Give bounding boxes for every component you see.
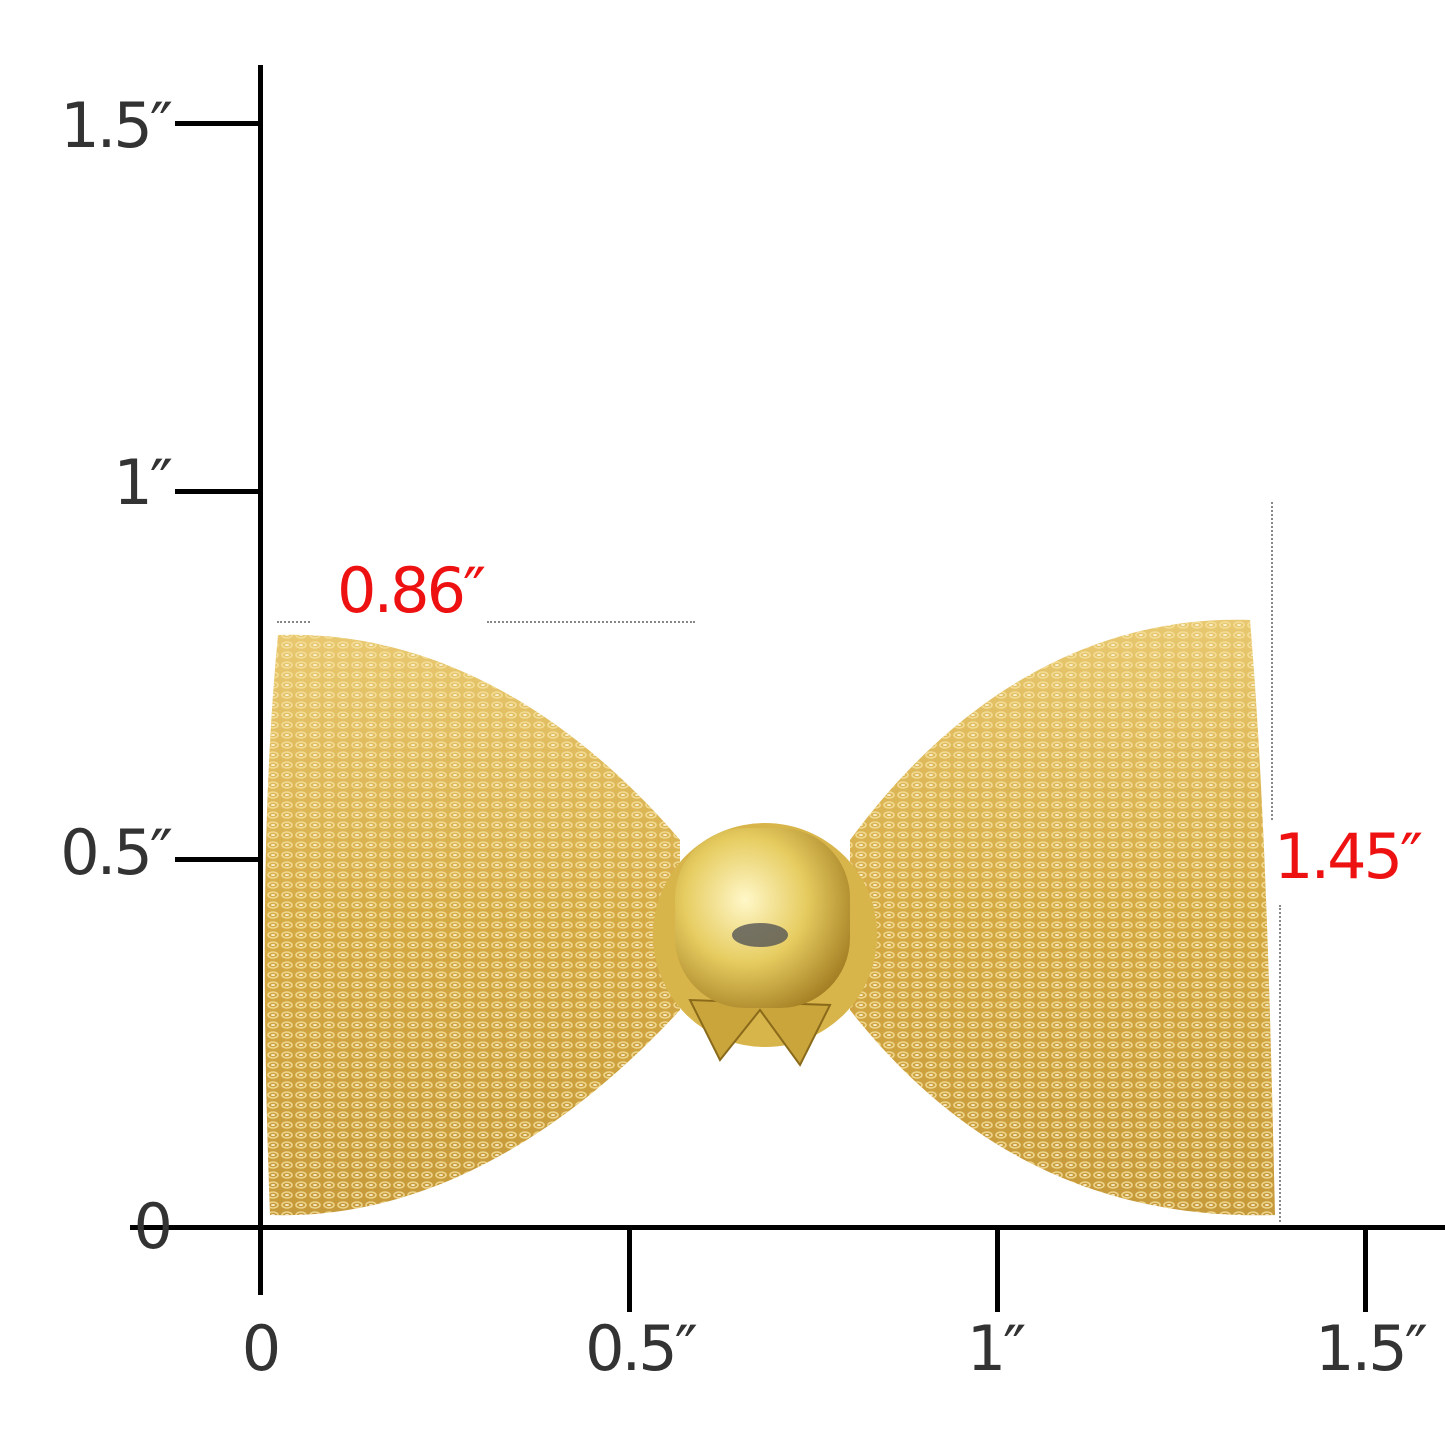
- height-guide-line: [277, 621, 310, 623]
- x-tick: [995, 1227, 1000, 1312]
- height-dimension-label: 0.86″: [337, 554, 486, 627]
- x-tick-label: 1″: [966, 1312, 1027, 1385]
- x-tick: [627, 1227, 632, 1312]
- right-wing: [850, 619, 1275, 1216]
- y-tick: [175, 121, 260, 126]
- y-tick-label: 0: [133, 1190, 173, 1263]
- x-tick-label: 0: [241, 1312, 281, 1385]
- width-guide-line: [1271, 502, 1273, 820]
- y-tick: [175, 857, 260, 862]
- x-tick-label: 1.5″: [1315, 1312, 1428, 1385]
- y-axis: [258, 65, 263, 1295]
- left-wing: [264, 634, 680, 1216]
- center-knot: [653, 823, 877, 1067]
- y-tick-label: 1.5″: [60, 89, 173, 162]
- y-tick-label: 0.5″: [60, 816, 173, 889]
- x-tick-label: 0.5″: [585, 1312, 698, 1385]
- x-axis: [130, 1225, 1445, 1230]
- width-dimension-label: 1.45″: [1274, 820, 1423, 893]
- height-guide-line: [487, 621, 695, 623]
- width-guide-line: [1279, 905, 1281, 1222]
- y-tick-label: 1″: [113, 446, 173, 519]
- y-tick: [175, 489, 260, 494]
- x-tick: [1363, 1227, 1368, 1312]
